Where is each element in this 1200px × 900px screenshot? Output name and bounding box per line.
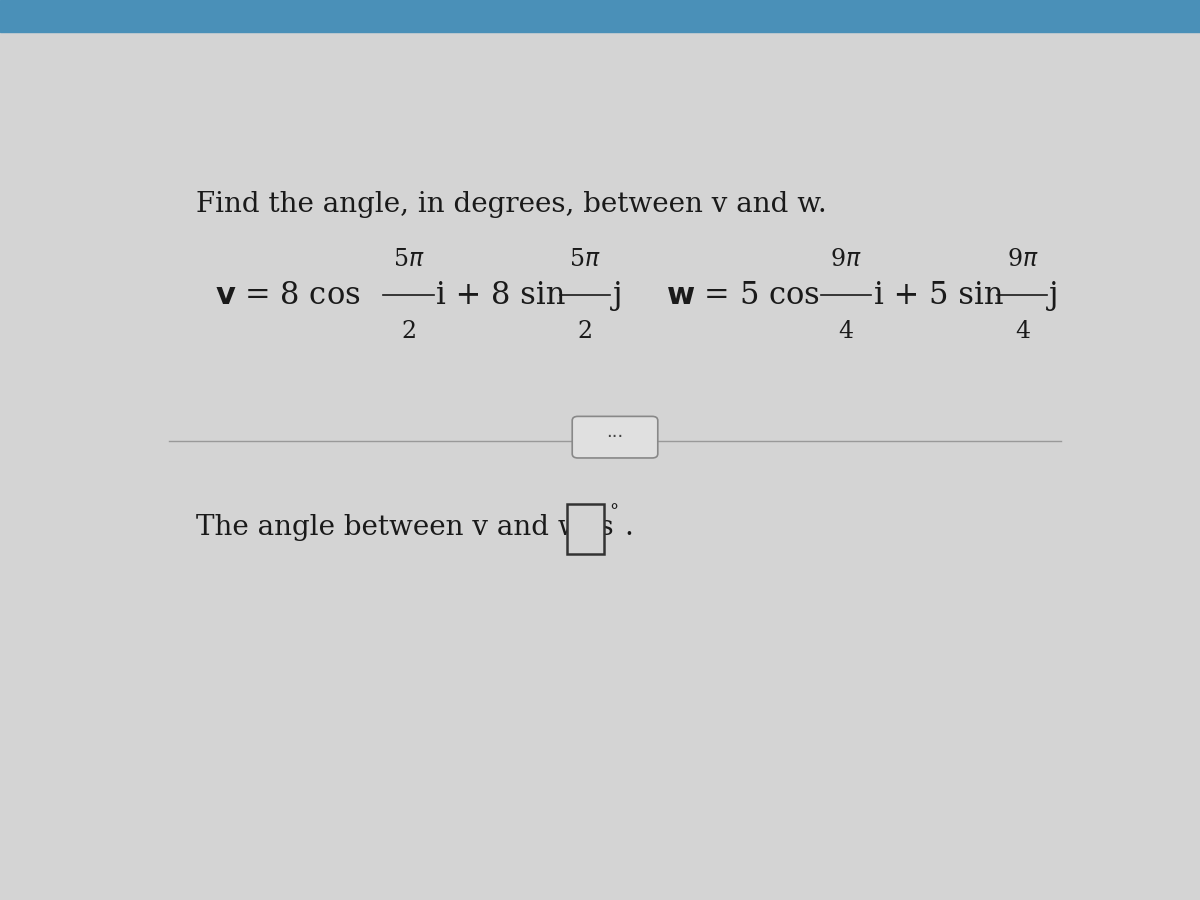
Text: j: j — [613, 280, 623, 310]
Text: 9$\pi$: 9$\pi$ — [1007, 248, 1038, 271]
Text: 2: 2 — [577, 320, 593, 343]
Text: 2: 2 — [401, 320, 416, 343]
Text: j: j — [1049, 280, 1058, 310]
Text: $\mathbf{w}$ = 5 cos: $\mathbf{w}$ = 5 cos — [666, 280, 820, 310]
Text: 9$\pi$: 9$\pi$ — [830, 248, 862, 271]
Text: 5$\pi$: 5$\pi$ — [392, 248, 425, 271]
Text: .: . — [624, 514, 634, 541]
Text: 5$\pi$: 5$\pi$ — [570, 248, 601, 271]
Text: The angle between v and w is: The angle between v and w is — [197, 514, 614, 541]
Text: i + 8 sin: i + 8 sin — [437, 280, 566, 310]
Text: °: ° — [610, 503, 618, 521]
Text: i + 5 sin: i + 5 sin — [874, 280, 1003, 310]
Text: ···: ··· — [606, 428, 624, 446]
FancyBboxPatch shape — [572, 417, 658, 458]
Text: $\mathbf{v}$ = 8 cos: $\mathbf{v}$ = 8 cos — [215, 280, 360, 310]
Text: 4: 4 — [1015, 320, 1030, 343]
FancyBboxPatch shape — [566, 504, 604, 554]
Text: 4: 4 — [838, 320, 853, 343]
Text: Find the angle, in degrees, between v and w.: Find the angle, in degrees, between v an… — [197, 191, 827, 218]
